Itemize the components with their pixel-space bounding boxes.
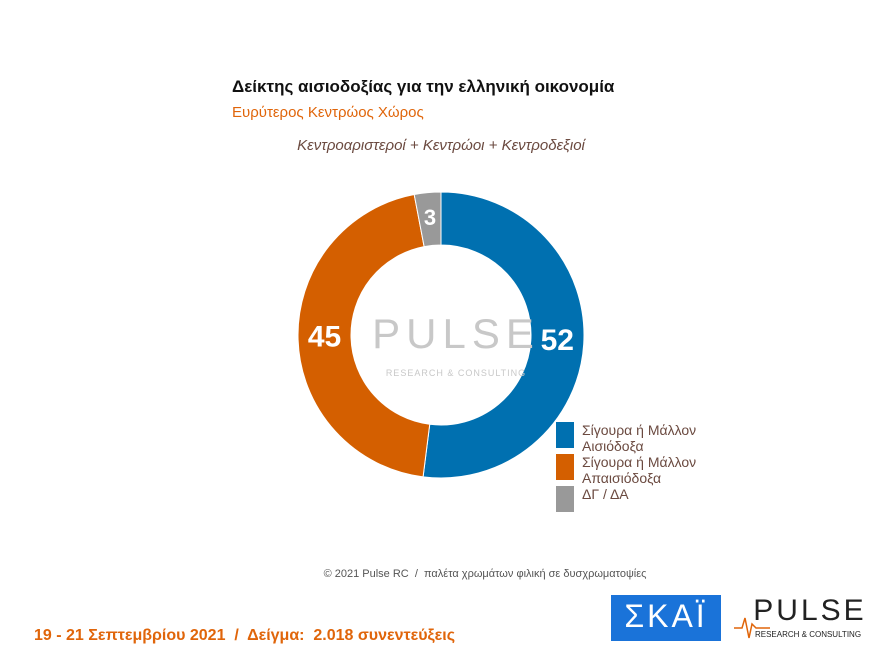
watermark-brand: PULSE <box>372 310 540 357</box>
legend: Σίγουρα ή Μάλλον Αισιόδοξα Σίγουρα ή Μάλλ… <box>556 422 716 512</box>
legend-label: ΔΓ / ΔΑ <box>582 486 629 502</box>
chart-subtitle: Ευρύτερος Κεντρώος Χώρος <box>232 104 424 121</box>
data-label: 52 <box>541 324 574 357</box>
credit: © 2021 Pulse RC / παλέτα χρωμάτων φιλική… <box>324 568 647 580</box>
donut-segment <box>422 191 585 479</box>
donut-segment <box>413 191 442 248</box>
data-label: 3 <box>424 205 436 230</box>
legend-item: Σίγουρα ή Μάλλον Απαισιόδοξα <box>556 454 716 486</box>
survey-info: 19 - 21 Σεπτεμβρίου 2021 / Δείγμα: 2.018… <box>34 627 455 644</box>
channel-logo: ΣΚΑΪ <box>624 598 707 634</box>
legend-label: Σίγουρα ή Μάλλον Απαισιόδοξα <box>582 454 697 486</box>
annotation: Κεντροαριστεροί + Κεντρώοι + Κεντροδεξιο… <box>297 137 586 154</box>
legend-swatch <box>556 486 574 512</box>
donut-segment <box>297 193 431 478</box>
watermark-tagline: RESEARCH & CONSULTING <box>386 368 526 378</box>
legend-label: Σίγουρα ή Μάλλον Αισιόδοξα <box>582 422 697 454</box>
data-label: 45 <box>308 321 341 354</box>
channel-logo-box <box>611 595 721 641</box>
logo-pulse-line <box>734 617 770 639</box>
legend-swatch <box>556 454 574 480</box>
legend-item: ΔΓ / ΔΑ <box>556 486 716 512</box>
legend-item: Σίγουρα ή Μάλλον Αισιόδοξα <box>556 422 716 454</box>
brand-tagline: RESEARCH & CONSULTING <box>755 630 861 639</box>
legend-swatch <box>556 422 574 448</box>
chart-title: Δείκτης αισιοδοξίας για την ελληνική οικ… <box>232 77 615 96</box>
brand-logo: PULSE <box>753 594 866 627</box>
